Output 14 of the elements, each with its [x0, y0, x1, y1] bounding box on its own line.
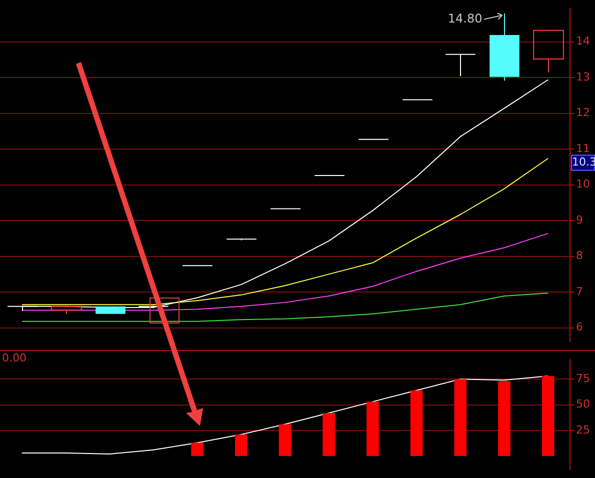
y-tick-label: 11 [576, 142, 590, 155]
annotation: 14.80 [448, 11, 482, 26]
y-tick-label: 8 [576, 249, 583, 262]
y-tick-label: 13 [576, 70, 590, 84]
y-tick-label: 7 [576, 284, 583, 298]
y-tick-label: 14 [576, 34, 590, 48]
y-tick-label: 9 [576, 213, 583, 226]
y-tick-label: 75 [576, 372, 590, 385]
y-tick-label: 50 [576, 398, 590, 411]
y-tick-label: 10 [576, 178, 590, 191]
annotation: 0.00 [2, 351, 26, 364]
y-tick-label: 12 [576, 106, 590, 120]
y-tick-label: 6 [576, 320, 583, 334]
y-tick-label: 25 [576, 423, 590, 436]
